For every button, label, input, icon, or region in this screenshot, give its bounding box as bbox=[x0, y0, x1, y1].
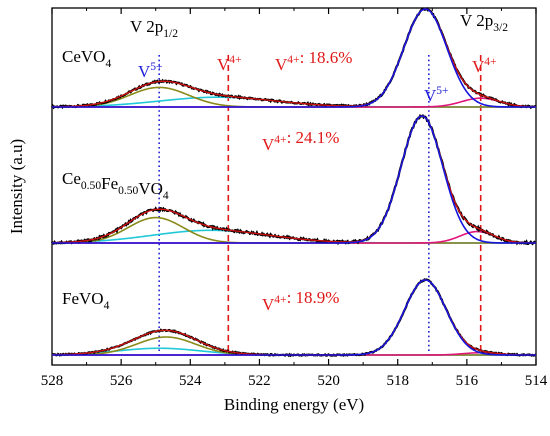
x-tick-label: 514 bbox=[525, 373, 548, 389]
v-2p12-label: V 2p1/2 bbox=[130, 17, 178, 40]
v5-left-label: V5+ bbox=[138, 60, 163, 81]
spectra-curves bbox=[51, 7, 537, 358]
sample-label: FeVO4 bbox=[62, 289, 110, 312]
v-2p32-label: V 2p3/2 bbox=[460, 11, 508, 34]
v4-percent-label: V4+: 18.9% bbox=[262, 288, 339, 314]
v5-right-label: V5+ bbox=[424, 84, 449, 105]
x-tick-label: 518 bbox=[386, 373, 409, 389]
v5-fit-line bbox=[52, 8, 536, 108]
v5-fit-line bbox=[52, 115, 536, 244]
envelope-fit-line bbox=[51, 8, 537, 108]
x-tick-label: 526 bbox=[110, 373, 133, 389]
satellite-fit-line bbox=[51, 229, 536, 244]
x-tick-label: 520 bbox=[317, 373, 340, 389]
x-tick-label: 516 bbox=[456, 373, 479, 389]
y-axis-label: Intensity (a.u) bbox=[7, 139, 26, 234]
x-tick-label: 524 bbox=[179, 373, 202, 389]
axes: 528 526 524 522 520 518 516 514 Binding energy (… bbox=[7, 8, 548, 414]
x-axis-label: Binding energy (eV) bbox=[224, 395, 364, 414]
x-tick-label: 528 bbox=[41, 373, 64, 389]
v4-left-label: V4+ bbox=[217, 53, 242, 74]
sample-label: CeVO4 bbox=[62, 47, 111, 70]
v4-percent-label: V4+: 18.6% bbox=[275, 48, 352, 74]
spectrum-panel bbox=[51, 278, 537, 358]
v5-fit-line bbox=[52, 279, 536, 356]
v4-right-label: V4+ bbox=[472, 55, 497, 76]
v4-percent-label: V4+: 24.1% bbox=[262, 128, 339, 154]
spectrum-panel bbox=[51, 7, 537, 110]
spectrum-panel bbox=[51, 113, 537, 246]
annotations: V 2p1/2 V 2p3/2 V5+ V4+ V5+ V4+ CeVO4 V4+: 18.6… bbox=[62, 11, 508, 314]
sample-label: Ce0.50Fe0.50VO4 bbox=[62, 169, 169, 202]
envelope-fit-line bbox=[51, 115, 536, 244]
x-tick-label: 522 bbox=[248, 373, 271, 389]
